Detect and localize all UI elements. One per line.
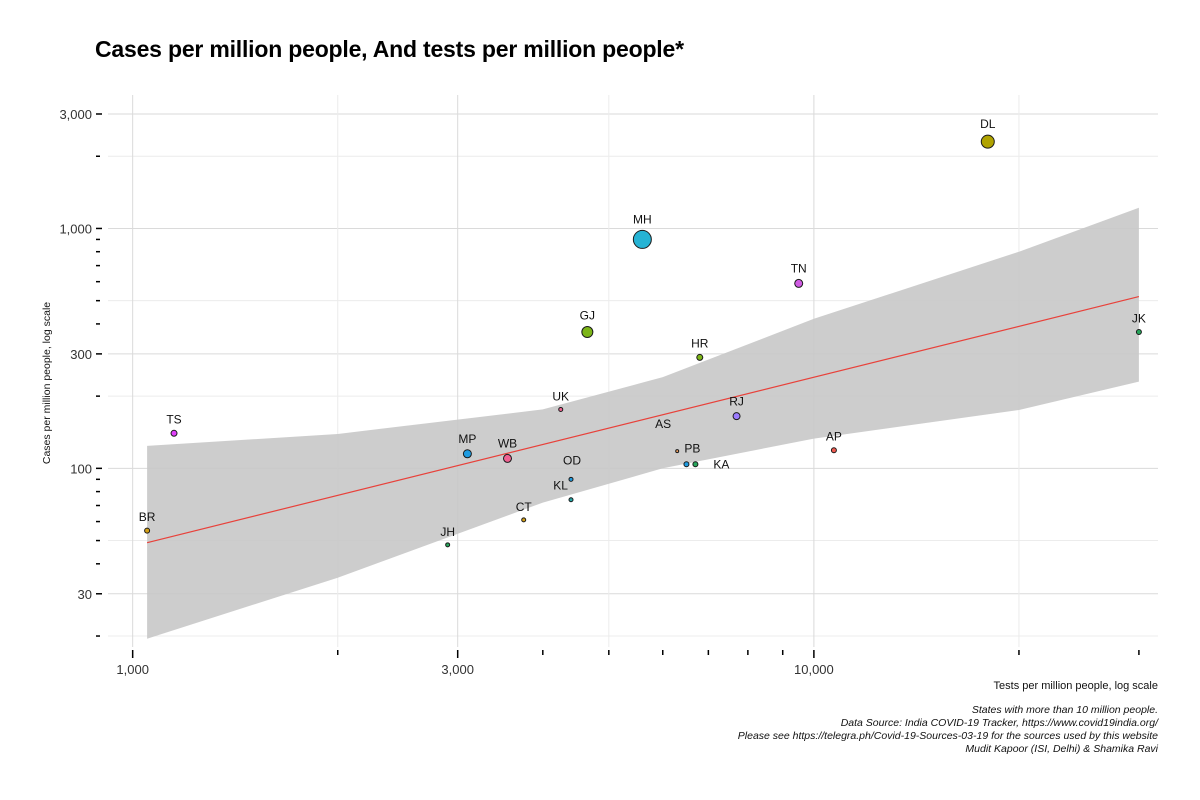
x-tick-label: 10,000 xyxy=(794,662,834,677)
caption-line: States with more than 10 million people. xyxy=(971,704,1158,716)
point-label: KA xyxy=(713,457,729,471)
trend-line xyxy=(146,295,1140,544)
point-label: KL xyxy=(553,479,568,493)
point-label: UK xyxy=(552,389,569,403)
point-label: CT xyxy=(516,500,533,514)
point-label: OD xyxy=(563,453,581,467)
x-axis-label: Tests per million people, log scale xyxy=(994,680,1158,692)
points-layer: BR TS JH MP WB CT UK OD KL GJ MH AS PB KA HR RJ TN AP DL JK xyxy=(139,117,1146,548)
data-point-od xyxy=(568,476,574,482)
point-label: WB xyxy=(498,436,517,450)
data-point-hr xyxy=(696,353,704,361)
point-label: AS xyxy=(655,417,671,431)
point-label: AP xyxy=(826,430,842,444)
y-tick-label: 1,000 xyxy=(59,221,92,236)
data-point-gj xyxy=(581,326,594,339)
data-point-wb xyxy=(502,453,512,463)
point-label: BR xyxy=(139,510,156,524)
caption-line: Please see https://telegra.ph/Covid-19-S… xyxy=(737,730,1158,742)
data-point-pb xyxy=(683,461,690,468)
data-point-ka xyxy=(692,461,699,468)
data-point-tn xyxy=(794,278,804,288)
point-label: DL xyxy=(980,117,996,131)
caption-line: Mudit Kapoor (ISI, Delhi) & Shamika Ravi xyxy=(965,743,1158,755)
data-point-mh xyxy=(632,229,652,249)
data-point-ap xyxy=(830,447,837,454)
data-point-jh xyxy=(445,542,451,548)
y-tick-label: 300 xyxy=(70,347,92,362)
point-label: MP xyxy=(458,432,476,446)
point-label: PB xyxy=(684,441,700,455)
data-point-ct xyxy=(521,517,527,523)
data-point-kl xyxy=(568,497,574,503)
data-point-ts xyxy=(170,429,178,437)
axis-layer: 30 100 300 1,000 3,000 1,000 3,000 10,000 xyxy=(59,107,1140,677)
data-point-uk xyxy=(558,406,564,412)
point-label: TN xyxy=(791,261,807,275)
point-label: MH xyxy=(633,212,652,226)
data-point-jk xyxy=(1135,329,1142,336)
confidence-band xyxy=(147,207,1139,639)
caption: States with more than 10 million people.… xyxy=(738,704,1158,756)
band-layer xyxy=(147,207,1139,639)
chart-title: Cases per million people, And tests per … xyxy=(95,36,684,62)
point-label: TS xyxy=(166,412,181,426)
y-axis-label: Cases per million people, log scale xyxy=(41,302,53,464)
x-tick-label: 1,000 xyxy=(116,662,149,677)
point-label: HR xyxy=(691,336,709,350)
data-point-as xyxy=(675,449,680,454)
data-point-mp xyxy=(462,449,472,459)
y-tick-label: 3,000 xyxy=(59,107,92,122)
y-tick-label: 100 xyxy=(70,461,92,476)
y-tick-label: 30 xyxy=(78,587,92,602)
point-label: GJ xyxy=(580,309,595,323)
point-label: JH xyxy=(440,525,455,539)
data-point-dl xyxy=(980,134,995,149)
caption-line: Data Source: India COVID-19 Tracker, htt… xyxy=(840,717,1158,729)
point-label: JK xyxy=(1132,312,1146,326)
x-tick-label: 3,000 xyxy=(441,662,474,677)
trend-layer xyxy=(146,295,1140,544)
point-label: RJ xyxy=(729,395,744,409)
data-point-br xyxy=(144,527,151,534)
data-point-rj xyxy=(732,412,741,421)
